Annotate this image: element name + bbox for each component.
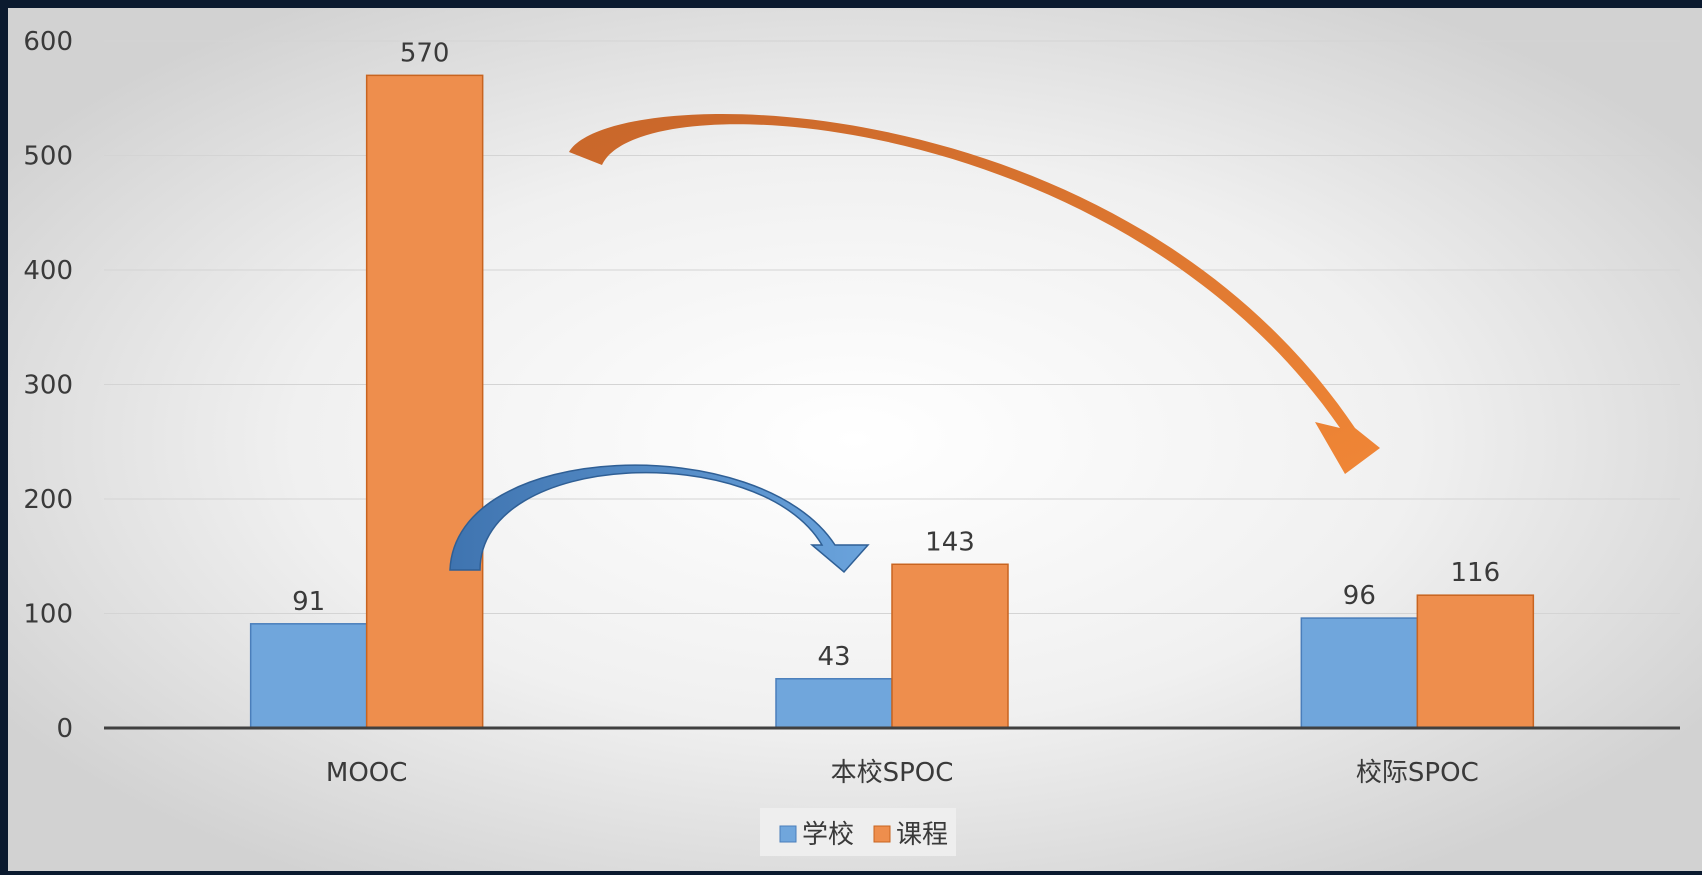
orange-curved-arrow: [569, 114, 1380, 474]
x-tick-label: 本校SPOC: [831, 758, 954, 788]
y-tick-label: 0: [56, 714, 73, 744]
legend-label: 课程: [896, 820, 948, 850]
x-axis: MOOC 本校SPOC 校际SPOC: [104, 726, 1680, 788]
legend: 学校 课程: [760, 808, 956, 856]
data-label: 43: [817, 642, 850, 672]
chart-background: [8, 8, 1702, 871]
blue-curved-arrow: [449, 464, 870, 574]
y-tick-label: 500: [23, 142, 73, 172]
y-tick-label: 600: [23, 27, 73, 57]
data-label: 143: [925, 527, 975, 557]
bar: [775, 678, 893, 729]
data-label: 570: [400, 38, 450, 68]
bar: [1416, 594, 1535, 729]
bar: [891, 563, 1009, 729]
bar: [249, 623, 368, 729]
bars: 91 570 43 143 96 116: [249, 38, 1535, 729]
legend-swatch: [779, 825, 797, 843]
data-label: 116: [1451, 558, 1501, 588]
arrow-annotations: [449, 114, 1380, 574]
x-tick-label: 校际SPOC: [1356, 758, 1479, 788]
data-label: 96: [1343, 581, 1376, 611]
y-tick-label: 100: [23, 600, 73, 630]
legend-label: 学校: [802, 820, 854, 850]
x-tick-label: MOOC: [326, 758, 408, 788]
bar: [1300, 617, 1419, 729]
data-label: 91: [292, 587, 325, 617]
y-tick-label: 300: [23, 371, 73, 401]
bar: [365, 74, 484, 729]
y-axis-ticks: 0 100 200 300 400 500 600: [23, 27, 73, 744]
y-tick-label: 400: [23, 256, 73, 286]
y-tick-label: 200: [23, 485, 73, 515]
legend-swatch: [873, 825, 891, 843]
